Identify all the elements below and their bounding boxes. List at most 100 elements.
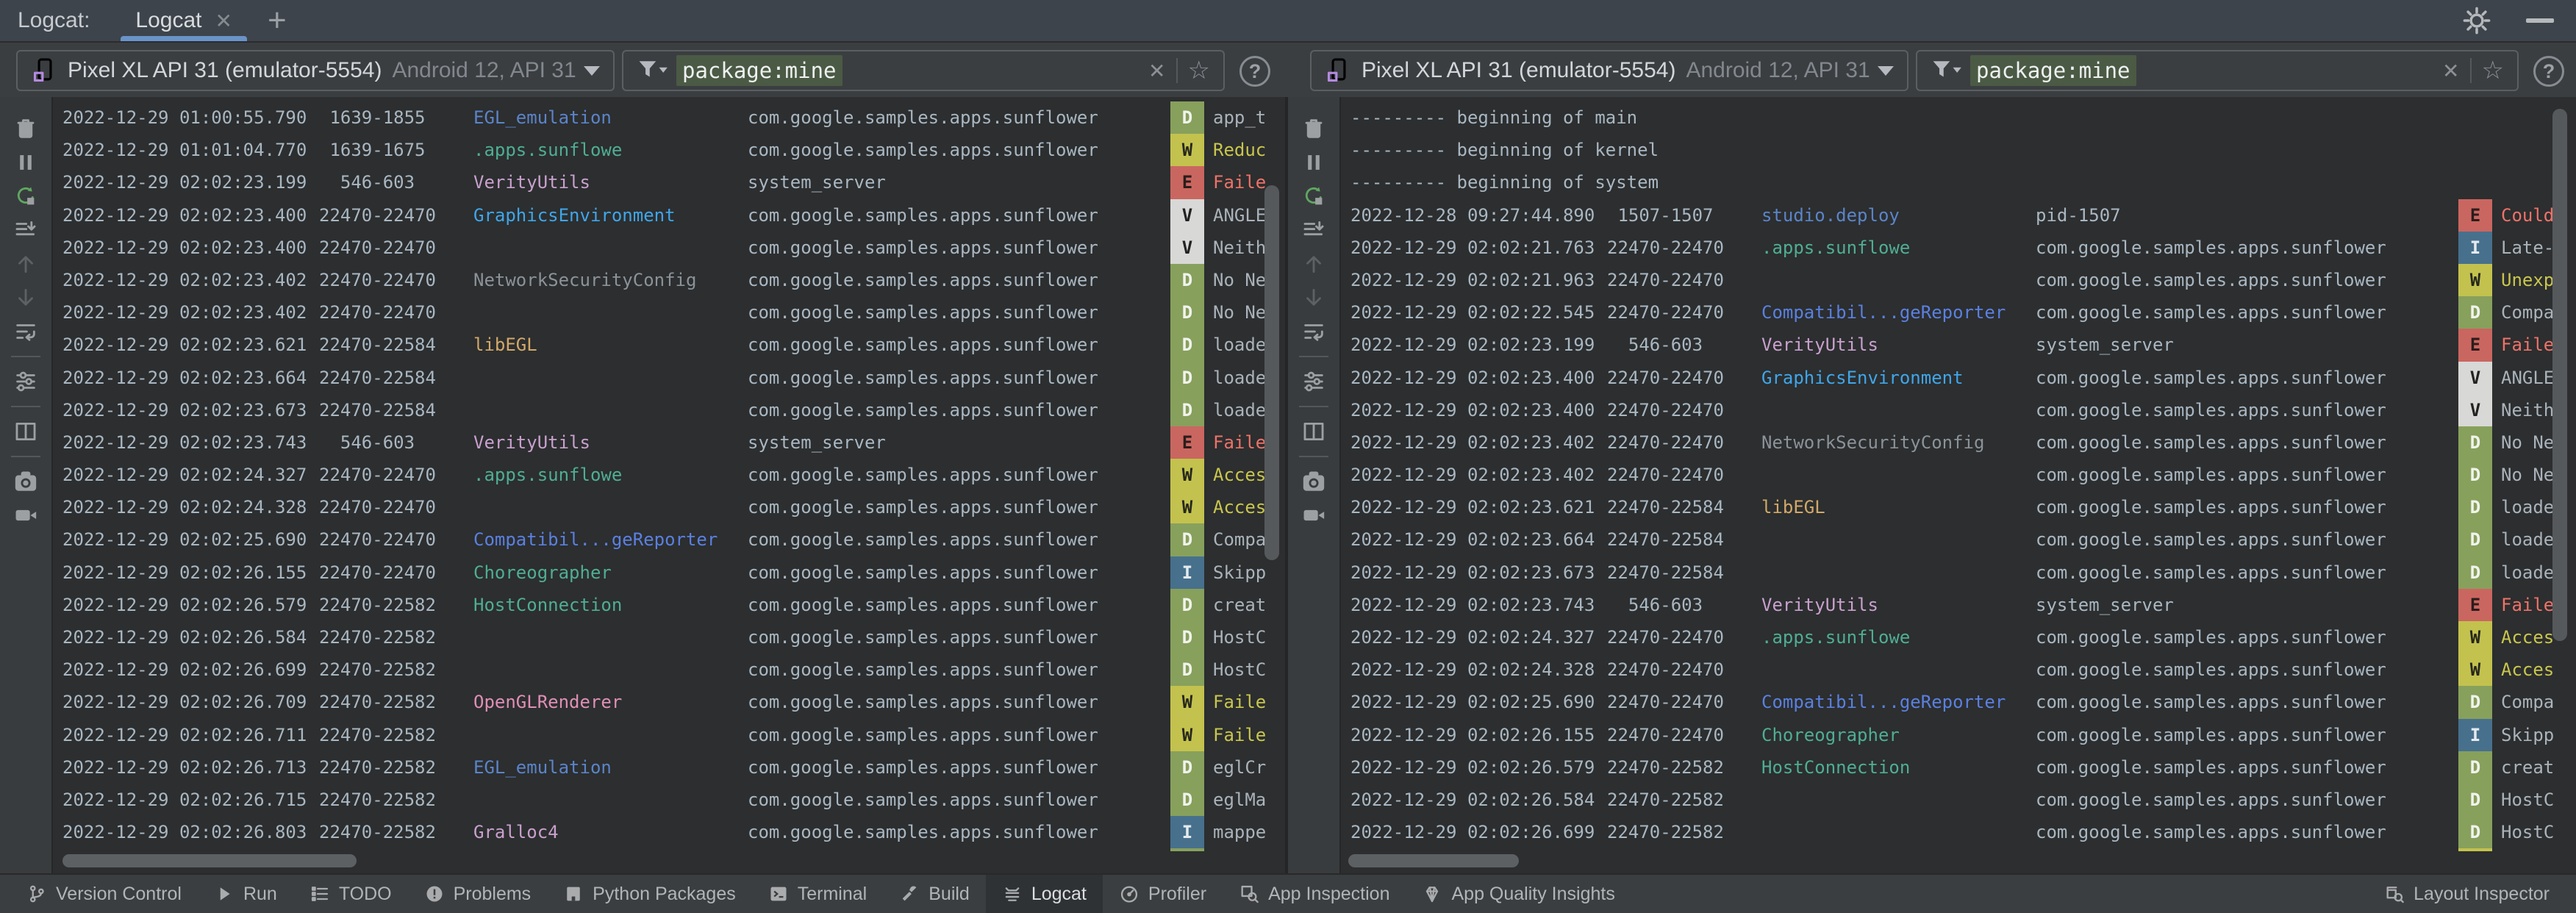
log-row[interactable]: 2022-12-29 02:02:26.584 22470-22582 com.go… [1341, 783, 2573, 817]
footer-item-app-quality-insights[interactable]: App Quality Insights [1406, 875, 1631, 913]
log-row[interactable]: 2022-12-29 02:02:23.400 22470-22470 Graphi… [1341, 361, 2573, 394]
log-row[interactable]: 2022-12-29 02:02:23.743 546-603 VerityUt… [1341, 588, 2573, 621]
hide-tool-window-icon[interactable] [2526, 18, 2554, 23]
log-row[interactable]: 2022-12-29 02:02:26.155 22470-22470 Choreo… [1341, 718, 2573, 751]
favorite-filter-icon[interactable]: ☆ [2481, 57, 2504, 85]
next-occurrence-icon[interactable] [1298, 281, 1330, 315]
footer-item-python-packages[interactable]: Python Packages [547, 875, 752, 913]
log-row[interactable]: 2022-12-29 02:02:24.327 22470-22470 .apps.… [53, 459, 1285, 492]
log-row[interactable]: 2022-12-29 02:02:26.713 22470-22582 EGL_em… [53, 751, 1285, 784]
screenshot-icon[interactable] [10, 465, 42, 498]
log-row[interactable]: 2022-12-29 02:02:25.690 22470-22470 Compat… [53, 523, 1285, 556]
log-row[interactable]: 2022-12-29 02:02:23.743 546-603 VerityUt… [53, 426, 1285, 459]
add-tab-button[interactable]: + [267, 2, 287, 38]
split-panels-icon[interactable] [1298, 415, 1330, 448]
configure-logcat-icon[interactable] [1298, 365, 1330, 398]
log-row[interactable]: 2022-12-29 02:02:21.763 22470-22470 .apps.… [1341, 231, 2573, 264]
log-row[interactable]: 2022-12-29 02:02:23.402 22470-22470 com.go… [1341, 459, 2573, 492]
log-row[interactable]: 2022-12-29 02:02:23.402 22470-22470 Networ… [53, 263, 1285, 297]
configure-logcat-icon[interactable] [10, 365, 42, 398]
log-row[interactable]: 2022-12-29 02:02:23.621 22470-22584 libEGL… [53, 329, 1285, 362]
device-selector[interactable]: Pixel XL API 31 (emulator-5554) Android … [1310, 50, 1908, 91]
clear-filter-icon[interactable]: ✕ [2442, 59, 2460, 82]
log-row[interactable]: 2022-12-29 02:02:21.963 22470-22470 com.go… [1341, 263, 2573, 297]
previous-occurrence-icon[interactable] [10, 247, 42, 281]
footer-item-todo[interactable]: TODO [293, 875, 408, 913]
log-separator-row[interactable]: --------- beginning of main [1341, 101, 2573, 134]
log-row[interactable]: 2022-12-29 02:02:22.545 22470-22470 Compat… [1341, 296, 2573, 329]
favorite-filter-icon[interactable]: ☆ [1187, 57, 1210, 85]
log-list[interactable]: --------- beginning of main --------- beg… [1341, 97, 2573, 851]
filter-help-button[interactable]: ? [1239, 56, 1270, 87]
log-row[interactable]: 2022-12-29 02:02:23.400 22470-22470 Graphi… [53, 198, 1285, 232]
log-row[interactable]: 2022-12-29 02:02:23.400 22470-22470 com.go… [1341, 393, 2573, 426]
log-row[interactable]: 2022-12-29 02:02:23.664 22470-22584 com.go… [53, 361, 1285, 394]
log-separator-row[interactable]: --------- beginning of kernel [1341, 134, 2573, 166]
log-row[interactable]: 2022-12-29 02:02:23.199 546-603 VerityUt… [1341, 329, 2573, 362]
log-row[interactable]: 2022-12-29 02:02:26.579 22470-22582 HostCo… [1341, 751, 2573, 784]
restart-logcat-icon[interactable] [1298, 179, 1330, 213]
footer-item-run[interactable]: Run [198, 875, 293, 913]
log-row[interactable]: 2022-12-29 02:02:23.400 22470-22470 com.go… [53, 231, 1285, 264]
pause-logcat-icon[interactable] [10, 146, 42, 179]
log-separator-row[interactable]: --------- beginning of system [1341, 166, 2573, 198]
log-row[interactable]: 2022-12-29 02:02:26.715 22470-22582 com.go… [53, 783, 1285, 817]
scroll-to-end-icon[interactable] [10, 213, 42, 247]
vertical-scrollbar[interactable] [1264, 185, 1279, 560]
log-row[interactable]: 2022-12-29 02:02:25.690 22470-22470 Compat… [1341, 686, 2573, 719]
log-row[interactable]: 2022-12-29 02:02:26.584 22470-22582 com.go… [53, 621, 1285, 654]
log-row[interactable]: 2022-12-29 02:02:26.699 22470-22582 com.go… [1341, 816, 2573, 849]
vertical-scrollbar[interactable] [2552, 109, 2567, 641]
filter-help-button[interactable]: ? [2533, 56, 2564, 87]
log-row[interactable]: 2022-12-28 09:27:44.890 1507-1507 studio… [1341, 198, 2573, 232]
log-row[interactable]: 2022-12-29 02:02:26.711 22470-22582 com.go… [53, 718, 1285, 751]
log-row[interactable]: 2022-12-29 02:02:24.328 22470-22470 com.go… [53, 491, 1285, 524]
footer-item-build[interactable]: Build [883, 875, 986, 913]
pause-logcat-icon[interactable] [1298, 146, 1330, 179]
next-occurrence-icon[interactable] [10, 281, 42, 315]
log-row[interactable]: 2022-12-29 02:02:23.621 22470-22584 libEGL… [1341, 491, 2573, 524]
previous-occurrence-icon[interactable] [1298, 247, 1330, 281]
log-row[interactable]: 2022-12-29 02:02:23.199 546-603 VerityUt… [53, 166, 1285, 199]
log-list[interactable]: 2022-12-29 01:00:55.790 1639-1855 EGL_em… [53, 97, 1285, 851]
log-row[interactable]: 2022-12-29 02:02:26.709 22470-22582 OpenGL… [53, 686, 1285, 719]
filter-icon[interactable] [1931, 58, 1963, 83]
horizontal-scrollbar[interactable] [62, 854, 357, 867]
clear-logcat-icon[interactable] [10, 112, 42, 146]
log-row[interactable]: 2022-12-29 02:02:23.402 22470-22470 com.go… [53, 296, 1285, 329]
tab-logcat[interactable]: Logcat ✕ [121, 0, 247, 41]
footer-item-problems[interactable]: Problems [408, 875, 548, 913]
restart-logcat-icon[interactable] [10, 179, 42, 213]
log-row[interactable]: 2022-12-29 02:02:24.328 22470-22470 com.go… [1341, 654, 2573, 687]
soft-wrap-icon[interactable] [10, 315, 42, 348]
log-row[interactable]: W [1341, 848, 2573, 851]
clear-logcat-icon[interactable] [1298, 112, 1330, 146]
log-row[interactable]: 2022-12-29 02:02:23.664 22470-22584 com.go… [1341, 523, 2573, 556]
device-selector[interactable]: Pixel XL API 31 (emulator-5554) Android … [16, 50, 615, 91]
filter-input[interactable]: package:mine ✕ ☆ [1916, 50, 2519, 91]
footer-item-logcat[interactable]: Logcat [985, 875, 1103, 913]
footer-item-layout-inspector[interactable]: Layout Inspector [2368, 875, 2566, 913]
filter-input[interactable]: package:mine ✕ ☆ [622, 50, 1225, 91]
filter-icon[interactable] [637, 58, 669, 83]
soft-wrap-icon[interactable] [1298, 315, 1330, 348]
log-row[interactable]: 2022-12-29 02:02:26.803 22470-22582 Grallo… [53, 816, 1285, 849]
filter-value[interactable]: package:mine [676, 55, 842, 86]
log-row[interactable]: 2022-12-29 02:02:26.155 22470-22470 Choreo… [53, 556, 1285, 589]
log-row[interactable]: 2022-12-29 02:02:26.699 22470-22582 com.go… [53, 654, 1285, 687]
footer-item-profiler[interactable]: Profiler [1103, 875, 1223, 913]
log-row[interactable]: 2022-12-29 02:02:23.673 22470-22584 com.go… [53, 393, 1285, 426]
log-row[interactable]: D [53, 848, 1285, 851]
log-row[interactable]: 2022-12-29 02:02:23.402 22470-22470 Networ… [1341, 426, 2573, 459]
filter-value[interactable]: package:mine [1970, 55, 2136, 86]
log-row[interactable]: 2022-12-29 02:02:23.673 22470-22584 com.go… [1341, 556, 2573, 589]
screen-record-icon[interactable] [1298, 498, 1330, 532]
log-row[interactable]: 2022-12-29 01:00:55.790 1639-1855 EGL_em… [53, 101, 1285, 135]
log-row[interactable]: 2022-12-29 01:01:04.770 1639-1675 .apps.… [53, 134, 1285, 167]
split-panels-icon[interactable] [10, 415, 42, 448]
settings-gear-icon[interactable] [2461, 5, 2492, 36]
footer-item-version-control[interactable]: Version Control [10, 875, 198, 913]
screen-record-icon[interactable] [10, 498, 42, 532]
screenshot-icon[interactable] [1298, 465, 1330, 498]
footer-item-terminal[interactable]: Terminal [752, 875, 883, 913]
